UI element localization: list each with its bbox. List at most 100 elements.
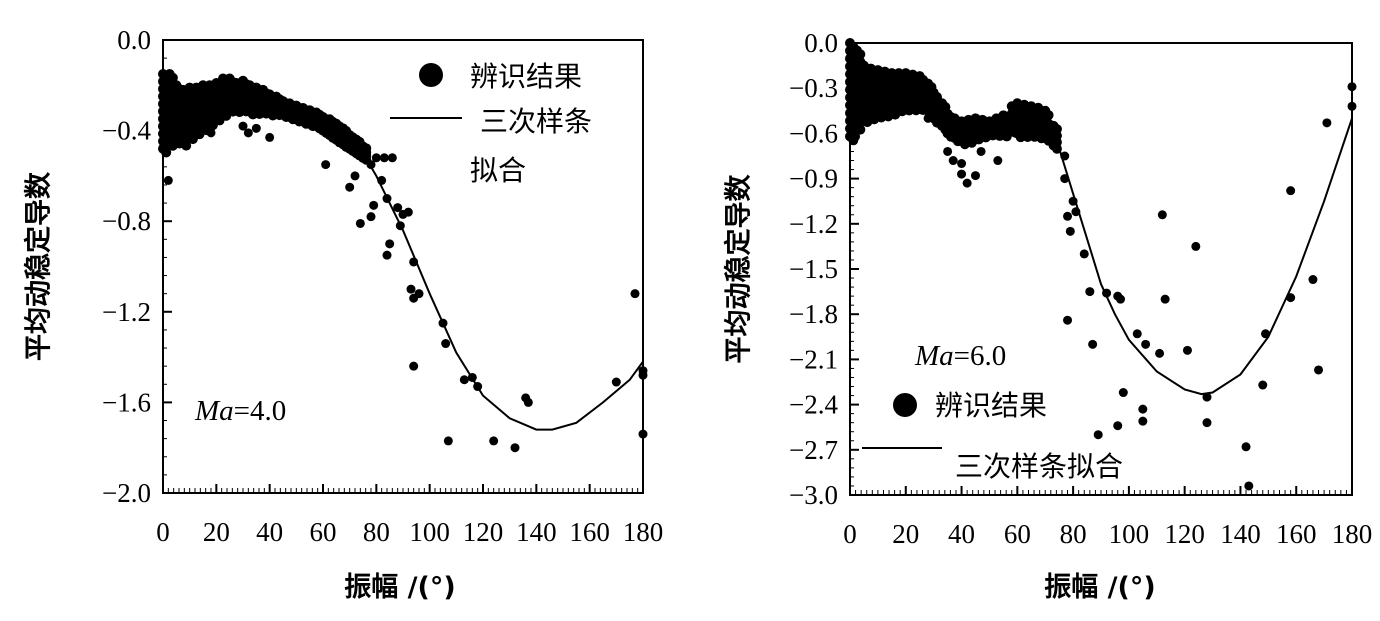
data-point (1088, 339, 1098, 349)
mach-value: =6.0 (954, 340, 1007, 372)
x-axis-label: 振幅 /(°) (344, 572, 455, 603)
data-point (489, 436, 499, 446)
x-tick-label: 20 (203, 517, 230, 547)
data-point (943, 146, 953, 156)
x-tick-label: 0 (843, 519, 857, 549)
data-point (1063, 315, 1073, 325)
legend-line-label-cont: 拟合 (470, 154, 526, 187)
y-tick-label: −1.6 (102, 387, 151, 417)
data-point (350, 171, 360, 181)
data-point (611, 377, 621, 387)
data-point (1160, 294, 1170, 304)
data-point (382, 250, 392, 260)
data-point (957, 159, 967, 169)
data-point (1202, 392, 1212, 402)
x-tick-label: 120 (1164, 519, 1205, 549)
data-point (638, 370, 648, 380)
x-tick-label: 60 (310, 517, 337, 547)
data-point (459, 375, 469, 385)
x-tick-label: 80 (363, 517, 390, 547)
y-tick-label: −2.1 (789, 344, 838, 374)
data-point (1191, 241, 1201, 251)
data-point (1113, 421, 1123, 431)
data-point (238, 121, 248, 131)
data-point (385, 239, 395, 249)
data-point (1012, 106, 1022, 116)
data-point (409, 361, 419, 371)
mach-symbol: Ma (914, 340, 954, 372)
data-point (345, 182, 355, 192)
data-point (1116, 294, 1126, 304)
y-tick-label: 0.0 (804, 28, 838, 58)
data-point (1314, 365, 1324, 375)
data-point (1202, 418, 1212, 428)
data-point (957, 169, 967, 179)
data-point (1063, 211, 1073, 221)
data-point (962, 178, 972, 188)
y-axis-label: 平均动稳定导数 (723, 174, 755, 364)
data-point (163, 175, 173, 185)
legend-line-label: 三次样条拟合 (955, 450, 1123, 483)
mach-annotation: Ma=4.0 (194, 395, 286, 427)
data-point (355, 218, 365, 228)
y-tick-label: −1.2 (102, 297, 151, 327)
data-point (1085, 287, 1095, 297)
chart-ma6: 0 20 40 60 80 100 120 140 160 180 0.0 −0.3 −0.6 −0.9 −… (723, 28, 1373, 603)
x-tick-label: 140 (516, 517, 557, 547)
scatter-series (158, 68, 648, 453)
data-point (181, 140, 192, 151)
data-point (1001, 131, 1012, 142)
data-point (1079, 249, 1089, 259)
data-point (1138, 416, 1148, 426)
data-point (321, 160, 331, 170)
mach-symbol: Ma (194, 395, 234, 427)
data-point (976, 146, 986, 156)
data-point (638, 429, 648, 439)
data-point (441, 339, 451, 349)
data-point (971, 171, 980, 181)
data-point (1093, 430, 1103, 440)
y-tick-label: −0.6 (789, 118, 838, 148)
data-point (1244, 481, 1254, 491)
data-point (1132, 329, 1142, 339)
legend-line-label: 三次样条 (480, 105, 592, 138)
data-point (403, 207, 413, 217)
y-tick-label: −1.5 (789, 254, 838, 284)
y-tick-label: −2.7 (789, 435, 838, 465)
data-point (630, 289, 640, 299)
y-tick-label: −0.3 (789, 73, 838, 103)
data-point (1021, 101, 1031, 111)
y-tick-label: −2.0 (102, 478, 151, 508)
x-tick-label: 100 (1109, 519, 1150, 549)
y-tick-label: −0.9 (789, 164, 838, 194)
data-point (406, 284, 416, 294)
data-point (1322, 118, 1332, 128)
x-tick-label: 120 (463, 517, 504, 547)
y-tick-label: −3.0 (789, 480, 838, 510)
y-axis-label: 平均动稳定导数 (23, 171, 55, 361)
data-point (1065, 226, 1075, 236)
legend-points-label: 辨识结果 (470, 60, 582, 93)
legend-point-marker (419, 63, 443, 87)
data-point (523, 397, 533, 407)
x-tick-label: 0 (156, 517, 170, 547)
spline-fit-line (162, 91, 644, 431)
data-point (923, 113, 933, 123)
data-point (243, 128, 253, 138)
spline-fit-line (1044, 117, 1353, 396)
data-point (510, 443, 520, 453)
legend-points-label: 辨识结果 (935, 389, 1047, 422)
legend-point-marker (893, 393, 917, 417)
data-point (851, 131, 861, 141)
x-tick-label: 180 (623, 517, 664, 547)
y-tick-label: −1.8 (789, 299, 838, 329)
x-tick-label: 40 (256, 517, 283, 547)
data-point (1286, 186, 1296, 196)
data-point (251, 123, 261, 133)
y-tick-label: −0.8 (102, 206, 151, 236)
data-point (206, 128, 216, 138)
x-tick-label: 60 (1004, 519, 1031, 549)
data-point (1182, 345, 1192, 355)
